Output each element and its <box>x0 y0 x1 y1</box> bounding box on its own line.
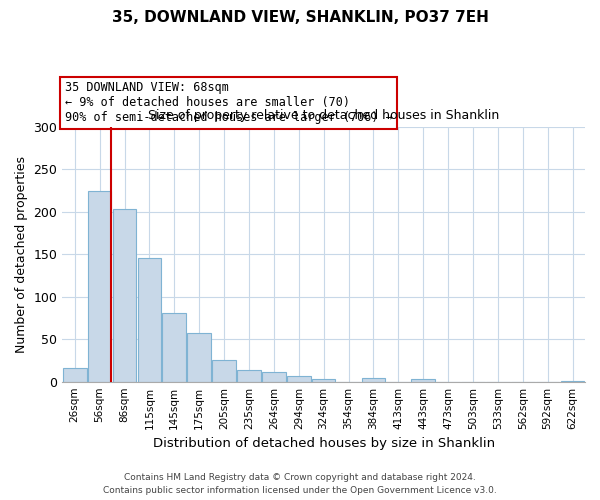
Bar <box>63 368 86 382</box>
Y-axis label: Number of detached properties: Number of detached properties <box>15 156 28 353</box>
Bar <box>287 376 311 382</box>
Bar <box>412 379 435 382</box>
Bar <box>237 370 261 382</box>
Bar <box>312 379 335 382</box>
Text: 35, DOWNLAND VIEW, SHANKLIN, PO37 7EH: 35, DOWNLAND VIEW, SHANKLIN, PO37 7EH <box>112 10 488 25</box>
Text: 35 DOWNLAND VIEW: 68sqm
← 9% of detached houses are smaller (70)
90% of semi-det: 35 DOWNLAND VIEW: 68sqm ← 9% of detached… <box>65 82 392 124</box>
Bar <box>88 192 112 382</box>
X-axis label: Distribution of detached houses by size in Shanklin: Distribution of detached houses by size … <box>152 437 495 450</box>
Bar <box>362 378 385 382</box>
Bar <box>262 372 286 382</box>
Bar <box>137 258 161 382</box>
Bar <box>561 381 584 382</box>
Bar <box>113 209 136 382</box>
Text: Contains HM Land Registry data © Crown copyright and database right 2024.
Contai: Contains HM Land Registry data © Crown c… <box>103 474 497 495</box>
Title: Size of property relative to detached houses in Shanklin: Size of property relative to detached ho… <box>148 108 499 122</box>
Bar <box>187 334 211 382</box>
Bar <box>163 313 186 382</box>
Bar <box>212 360 236 382</box>
